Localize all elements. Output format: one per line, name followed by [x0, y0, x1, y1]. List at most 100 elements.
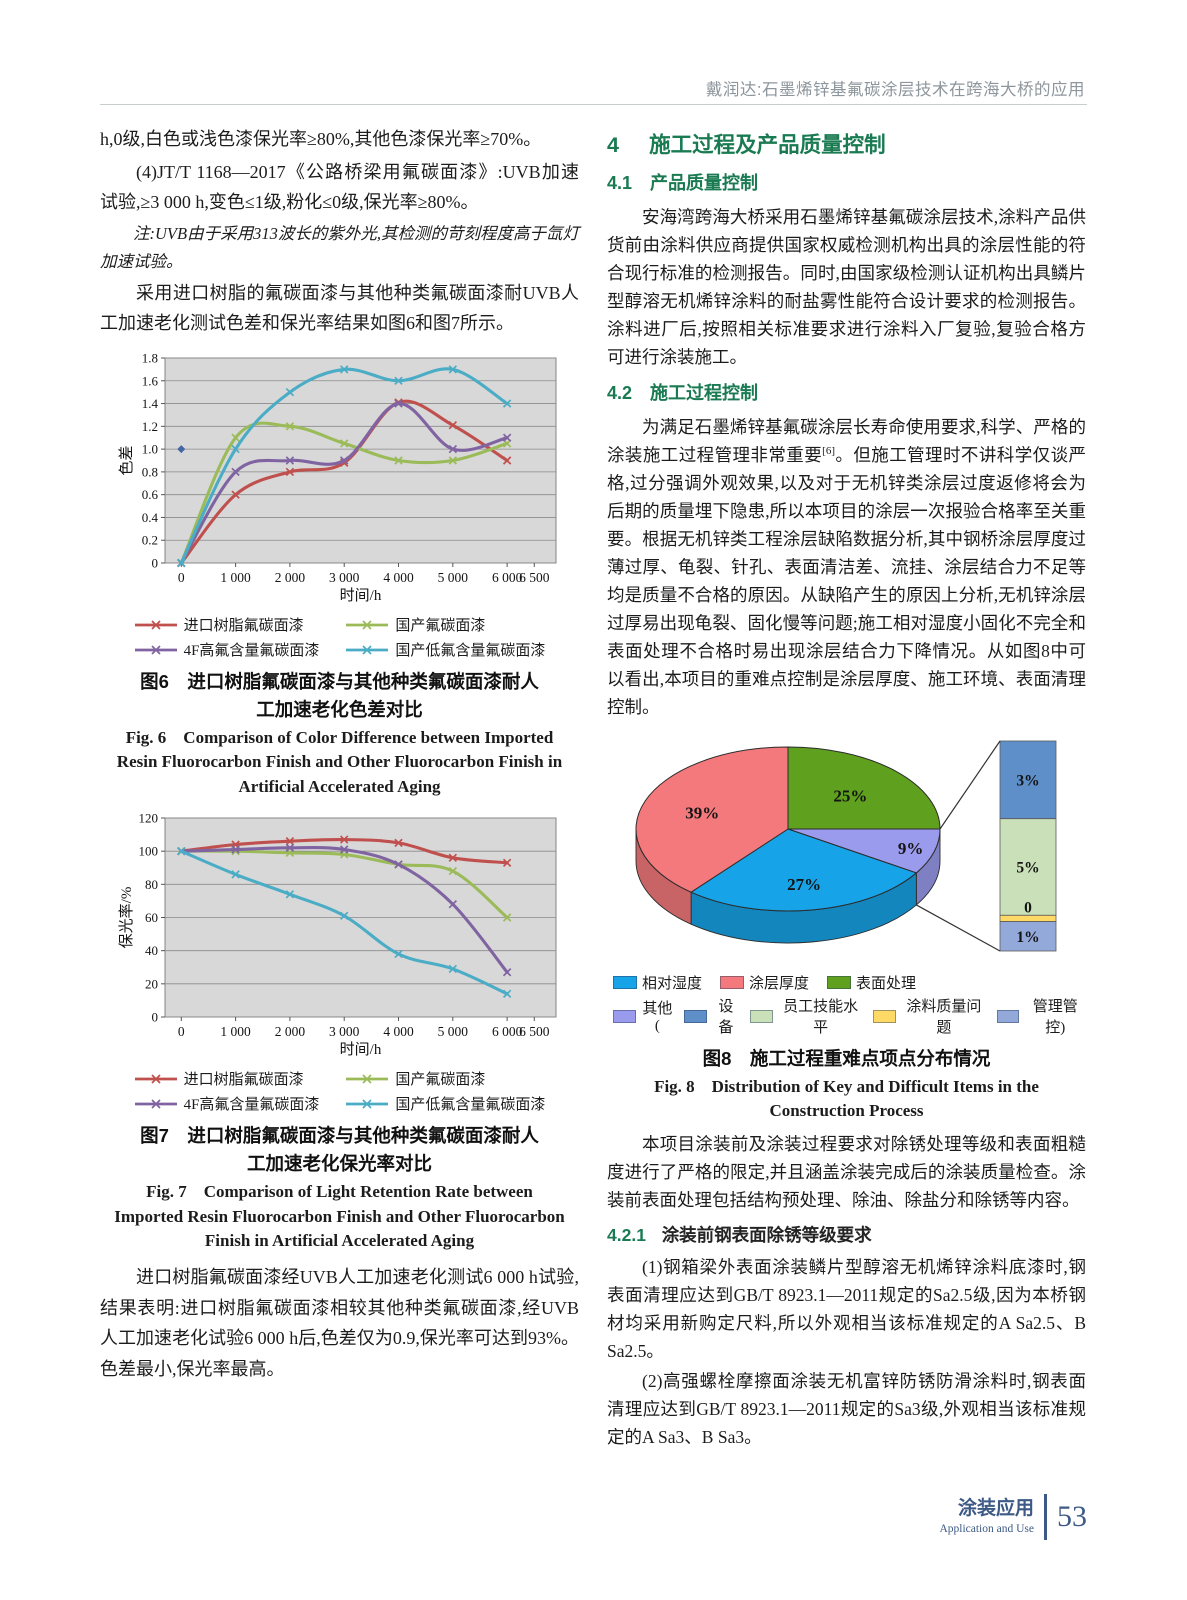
svg-text:20: 20: [145, 977, 158, 992]
fig8-pie-chart: 25% 9% 27% 39% 3% 5% 0 1%: [635, 740, 1056, 952]
section-4-1-number: 4.1: [607, 173, 633, 193]
fig6-line-chart: 0 0.2 0.4 0.6 0.8 1.0 1.2 1.4 1.6 1.8 0 1 000 2 000 3…: [118, 351, 556, 604]
legend-item: 管理管控): [996, 995, 1086, 1037]
svg-text:1%: 1%: [1016, 929, 1039, 946]
svg-text:0: 0: [151, 1010, 158, 1025]
fig6-caption-cn: 图6 进口树脂氟碳面漆与其他种类氟碳面漆耐人工加速老化色差对比: [140, 671, 539, 720]
legend-item: 涂料质量问题: [873, 995, 986, 1037]
legend-label: 4F高氟含量氟碳面漆: [183, 1097, 320, 1114]
legend-item: 进口树脂氟碳面漆: [134, 614, 320, 635]
svg-text:6 500: 6 500: [519, 1024, 550, 1039]
legend-label: 国产低氟含量氟碳面漆: [395, 1097, 546, 1114]
svg-text:5%: 5%: [1016, 860, 1039, 877]
legend-swatch: [613, 1009, 636, 1023]
paragraph-4-2-1-item2: (2)高强螺栓摩擦面涂装无机富锌防锈防滑涂料时,钢表面清理应达到GB/T 892…: [607, 1371, 1086, 1448]
svg-text:80: 80: [145, 877, 158, 892]
svg-text:39%: 39%: [685, 803, 719, 822]
legend-item: 设备: [683, 995, 740, 1037]
legend-marker-line: [346, 619, 389, 630]
legend-marker-line: [346, 644, 389, 655]
svg-text:25%: 25%: [833, 786, 867, 805]
section-4-2-1-title: 涂装前钢表面除锈等级要求: [661, 1225, 872, 1246]
svg-text:3%: 3%: [1016, 772, 1039, 789]
svg-text:1.6: 1.6: [141, 373, 158, 388]
fig7-caption-cn: 图7 进口树脂氟碳面漆与其他种类氟碳面漆耐人工加速老化保光率对比: [140, 1125, 539, 1175]
section-4-1-title: 产品质量控制: [650, 173, 759, 193]
svg-text:5 000: 5 000: [437, 570, 468, 585]
svg-text:1.2: 1.2: [141, 419, 157, 434]
svg-text:5 000: 5 000: [437, 1024, 468, 1039]
svg-text:1.4: 1.4: [141, 396, 158, 411]
legend-marker-line: [134, 1074, 177, 1084]
right-column: 4 施工过程及产品质量控制 4.1 产品质量控制 安海湾跨海大桥采用石墨烯锌基氟碳涂…: [607, 124, 1086, 1453]
legend-marker-line: [346, 1099, 389, 1109]
svg-text:3 000: 3 000: [329, 570, 360, 585]
legend-item: 4F高氟含量氟碳面漆: [134, 639, 319, 660]
svg-text:6 500: 6 500: [519, 570, 550, 585]
citation-6: [6]: [822, 445, 835, 458]
svg-text:时间/h: 时间/h: [339, 587, 381, 604]
legend-label: 相对湿度: [642, 976, 703, 992]
svg-text:保光率/%: 保光率/%: [118, 887, 135, 949]
legend-marker-line: [134, 1099, 177, 1109]
page-number: 53: [1057, 1500, 1087, 1533]
legend-swatch: [996, 1009, 1020, 1023]
section-4-heading: 4 施工过程及产品质量控制: [607, 128, 1086, 159]
legend-label: 进口树脂氟碳面漆: [183, 618, 304, 635]
svg-text:时间/h: 时间/h: [339, 1041, 381, 1058]
svg-text:60: 60: [145, 910, 158, 925]
svg-text:40: 40: [145, 944, 158, 959]
page-footer: 涂装应用 Application and Use 53: [939, 1494, 1087, 1540]
svg-text:2 000: 2 000: [274, 570, 305, 585]
footer-labels: 涂装应用 Application and Use: [939, 1497, 1034, 1536]
legend-item: 国产低氟含量氟碳面漆: [345, 1093, 545, 1114]
paragraph-fig-results: 进口树脂氟碳面漆经UVB人工加速老化测试6 000 h试验,结果表明:进口树脂氟…: [100, 1266, 579, 1379]
svg-text:0.8: 0.8: [141, 464, 157, 479]
section-4-2-title: 施工过程控制: [650, 383, 759, 403]
svg-text:2 000: 2 000: [274, 1024, 305, 1039]
fig7-legend: 进口树脂氟碳面漆 国产氟碳面漆 4F高氟含量氟碳面漆 国产低氟含量氟碳面漆: [100, 1068, 579, 1114]
svg-text:1.0: 1.0: [141, 442, 157, 457]
legend-label: 设备: [718, 999, 734, 1036]
legend-label: 国产低氟含量氟碳面漆: [395, 643, 546, 660]
footer-divider: [1044, 1494, 1047, 1540]
legend-item: 国产氟碳面漆: [345, 1068, 545, 1089]
svg-text:0: 0: [151, 556, 158, 571]
figure-8: 25% 9% 27% 39% 3% 5% 0 1% 相对湿度 涂层厚度 表面处理 其他(设备 员工技…: [607, 727, 1086, 1124]
fig8-legend-row2: 其他(设备 员工技能水平 涂料质量问题 管理管控): [613, 995, 1086, 1037]
legend-marker-line: [346, 1074, 389, 1084]
running-header: 戴润达:石墨烯锌基氟碳涂层技术在跨海大桥的应用: [705, 81, 1085, 99]
svg-text:9%: 9%: [897, 839, 923, 858]
svg-text:6 000: 6 000: [491, 570, 522, 585]
svg-text:120: 120: [138, 811, 158, 826]
svg-text:0.2: 0.2: [141, 533, 157, 548]
legend-marker-line: [134, 644, 177, 655]
section-4-number: 4: [607, 133, 619, 157]
legend-swatch: [613, 976, 637, 989]
section-4-1-heading: 4.1 产品质量控制: [607, 169, 1086, 195]
paragraph-jtt-standard: (4)JT/T 1168—2017《公路桥梁用氟碳面漆》:UVB加速试验,≥3 …: [100, 161, 579, 213]
svg-text:色差: 色差: [118, 446, 135, 476]
legend-item: 相对湿度: [613, 972, 702, 993]
svg-text:0: 0: [177, 1024, 184, 1039]
fig6-caption-en: Fig. 6 Comparison of Color Difference be…: [116, 727, 563, 796]
legend-swatch: [720, 976, 745, 989]
legend-swatch: [683, 1009, 707, 1023]
footer-section-cn: 涂装应用: [957, 1497, 1034, 1519]
section-4-2-1-heading: 4.2.1 涂装前钢表面除锈等级要求: [607, 1222, 1086, 1247]
legend-item: 表面处理: [827, 972, 916, 993]
svg-text:6 000: 6 000: [491, 1024, 522, 1039]
fig6-legend: 进口树脂氟碳面漆 国产氟碳面漆 4F高氟含量氟碳面漆 国产低氟含量氟碳面漆: [100, 614, 579, 660]
svg-text:4 000: 4 000: [383, 570, 414, 585]
paragraph-4-2-1-item1: (1)钢箱梁外表面涂装鳞片型醇溶无机烯锌涂料底漆时,钢表面清理应达到GB/T 8…: [607, 1257, 1086, 1362]
figure-7: 0 20 40 60 80 100 120 0 1 000 2 000 3 000 4 000 5 00…: [100, 809, 579, 1253]
paragraph-intro-fig6-7: 采用进口树脂的氟碳面漆与其他种类氟碳面漆耐UVB人工加速老化测试色差和保光率结果…: [100, 282, 579, 334]
legend-swatch: [827, 976, 852, 989]
legend-label: 其他(: [642, 1001, 673, 1034]
svg-text:3 000: 3 000: [329, 1024, 360, 1039]
paragraph-4-1: 安海湾跨海大桥采用石墨烯锌基氟碳涂层技术,涂料产品供货前由涂料供应商提供国家权威…: [607, 207, 1086, 367]
fig8-caption-en: Fig. 8 Distribution of Key and Difficult…: [654, 1076, 1039, 1121]
svg-text:0: 0: [177, 570, 184, 585]
legend-item: 涂层厚度: [720, 972, 809, 993]
legend-marker-line: [134, 619, 177, 630]
